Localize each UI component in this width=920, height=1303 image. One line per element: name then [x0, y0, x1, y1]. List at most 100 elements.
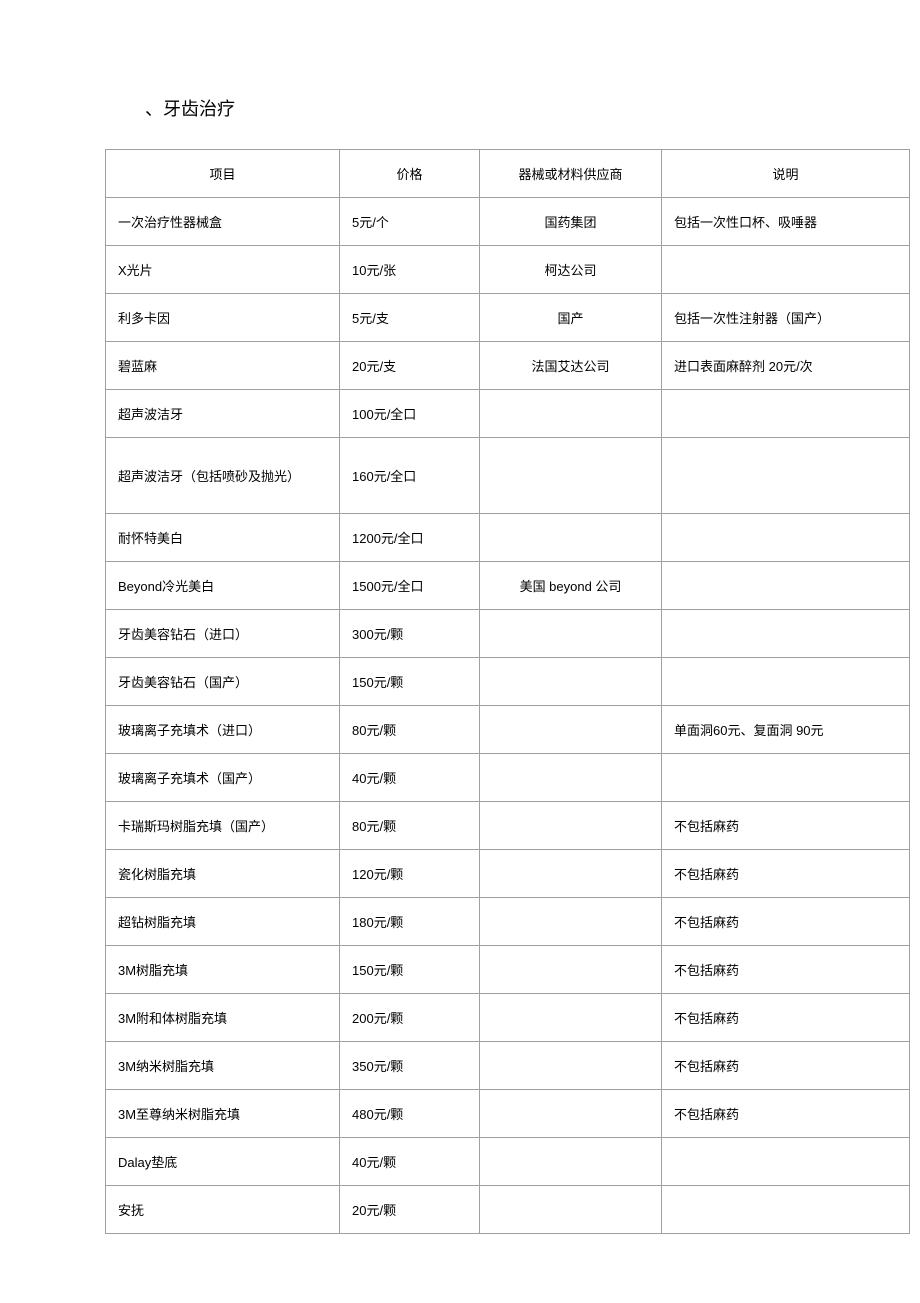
table-row: Dalay垫底40元/颗 — [106, 1138, 910, 1186]
cell-supplier — [480, 1090, 662, 1138]
cell-note: 包括一次性口杯、吸唾器 — [662, 198, 910, 246]
cell-note: 包括一次性注射器（国产） — [662, 294, 910, 342]
table-row: 超钻树脂充填180元/颗 不包括麻药 — [106, 898, 910, 946]
cell-price: 5元/支 — [340, 294, 480, 342]
cell-item: 瓷化树脂充填 — [106, 850, 340, 898]
cell-item: 一次治疗性器械盒 — [106, 198, 340, 246]
table-row: 牙齿美容钻石（进口）300元/颗 — [106, 610, 910, 658]
cell-price: 300元/颗 — [340, 610, 480, 658]
cell-note: 不包括麻药 — [662, 994, 910, 1042]
cell-item: 耐怀特美白 — [106, 514, 340, 562]
table-row: 超声波洁牙100元/全口 — [106, 390, 910, 438]
cell-note — [662, 390, 910, 438]
cell-price: 40元/颗 — [340, 1138, 480, 1186]
cell-supplier — [480, 514, 662, 562]
cell-item: 3M树脂充填 — [106, 946, 340, 994]
cell-price: 80元/颗 — [340, 706, 480, 754]
table-row: 超声波洁牙（包括喷砂及抛光）160元/全口 — [106, 438, 910, 514]
cell-supplier — [480, 658, 662, 706]
cell-supplier: 国药集团 — [480, 198, 662, 246]
cell-item: 牙齿美容钻石（国产） — [106, 658, 340, 706]
table-row: 利多卡因5元/支国产包括一次性注射器（国产） — [106, 294, 910, 342]
table-row: 碧蓝麻20元/支法国艾达公司进口表面麻醉剂 20元/次 — [106, 342, 910, 390]
cell-supplier — [480, 610, 662, 658]
cell-item: 玻璃离子充填术（进口） — [106, 706, 340, 754]
cell-note — [662, 1138, 910, 1186]
cell-item: 牙齿美容钻石（进口） — [106, 610, 340, 658]
cell-supplier: 柯达公司 — [480, 246, 662, 294]
table-row: 一次治疗性器械盒5元/个国药集团包括一次性口杯、吸唾器 — [106, 198, 910, 246]
cell-item: 超声波洁牙 — [106, 390, 340, 438]
cell-supplier — [480, 898, 662, 946]
cell-supplier — [480, 706, 662, 754]
cell-supplier — [480, 1186, 662, 1234]
table-row: 3M至尊纳米树脂充填480元/颗 不包括麻药 — [106, 1090, 910, 1138]
cell-price: 480元/颗 — [340, 1090, 480, 1138]
table-row: 瓷化树脂充填120元/颗 不包括麻药 — [106, 850, 910, 898]
cell-price: 150元/颗 — [340, 658, 480, 706]
cell-price: 150元/颗 — [340, 946, 480, 994]
cell-price: 180元/颗 — [340, 898, 480, 946]
cell-price: 100元/全口 — [340, 390, 480, 438]
header-note: 说明 — [662, 150, 910, 198]
table-row: 玻璃离子充填术（国产）40元/颗 — [106, 754, 910, 802]
cell-note: 进口表面麻醉剂 20元/次 — [662, 342, 910, 390]
cell-price: 20元/颗 — [340, 1186, 480, 1234]
cell-note — [662, 562, 910, 610]
table-row: 安抚20元/颗 — [106, 1186, 910, 1234]
cell-item: 卡瑞斯玛树脂充填（国产） — [106, 802, 340, 850]
header-item: 项目 — [106, 150, 340, 198]
cell-note — [662, 610, 910, 658]
cell-item: 超声波洁牙（包括喷砂及抛光） — [106, 438, 340, 514]
cell-note — [662, 1186, 910, 1234]
cell-supplier — [480, 1042, 662, 1090]
cell-item: Beyond冷光美白 — [106, 562, 340, 610]
cell-item: 碧蓝麻 — [106, 342, 340, 390]
cell-item: 3M纳米树脂充填 — [106, 1042, 340, 1090]
table-row: 玻璃离子充填术（进口）80元/颗单面洞60元、复面洞 90元 — [106, 706, 910, 754]
cell-supplier: 美国 beyond 公司 — [480, 562, 662, 610]
cell-item: 超钻树脂充填 — [106, 898, 340, 946]
table-row: 3M树脂充填150元/颗 不包括麻药 — [106, 946, 910, 994]
cell-price: 1500元/全口 — [340, 562, 480, 610]
header-supplier: 器械或材料供应商 — [480, 150, 662, 198]
cell-price: 40元/颗 — [340, 754, 480, 802]
cell-note — [662, 754, 910, 802]
cell-price: 1200元/全口 — [340, 514, 480, 562]
cell-item: 利多卡因 — [106, 294, 340, 342]
cell-price: 120元/颗 — [340, 850, 480, 898]
cell-item: 安抚 — [106, 1186, 340, 1234]
cell-note — [662, 246, 910, 294]
cell-note: 不包括麻药 — [662, 1090, 910, 1138]
table-header-row: 项目 价格 器械或材料供应商 说明 — [106, 150, 910, 198]
cell-price: 5元/个 — [340, 198, 480, 246]
cell-item: Dalay垫底 — [106, 1138, 340, 1186]
table-row: 卡瑞斯玛树脂充填（国产）80元/颗不包括麻药 — [106, 802, 910, 850]
cell-supplier: 法国艾达公司 — [480, 342, 662, 390]
cell-note — [662, 514, 910, 562]
cell-price: 20元/支 — [340, 342, 480, 390]
cell-supplier — [480, 754, 662, 802]
cell-supplier — [480, 850, 662, 898]
table-row: X光片10元/张柯达公司 — [106, 246, 910, 294]
cell-supplier — [480, 946, 662, 994]
cell-item: 3M至尊纳米树脂充填 — [106, 1090, 340, 1138]
cell-supplier: 国产 — [480, 294, 662, 342]
cell-note — [662, 658, 910, 706]
pricing-table: 项目 价格 器械或材料供应商 说明 一次治疗性器械盒5元/个国药集团包括一次性口… — [105, 149, 910, 1234]
cell-supplier — [480, 1138, 662, 1186]
cell-note: 不包括麻药 — [662, 850, 910, 898]
cell-supplier — [480, 994, 662, 1042]
cell-note: 不包括麻药 — [662, 946, 910, 994]
cell-item: 玻璃离子充填术（国产） — [106, 754, 340, 802]
cell-price: 200元/颗 — [340, 994, 480, 1042]
cell-supplier — [480, 438, 662, 514]
cell-supplier — [480, 390, 662, 438]
table-row: 牙齿美容钻石（国产）150元/颗 — [106, 658, 910, 706]
cell-price: 350元/颗 — [340, 1042, 480, 1090]
table-row: Beyond冷光美白1500元/全口美国 beyond 公司 — [106, 562, 910, 610]
cell-price: 10元/张 — [340, 246, 480, 294]
cell-price: 80元/颗 — [340, 802, 480, 850]
cell-note: 不包括麻药 — [662, 898, 910, 946]
cell-item: X光片 — [106, 246, 340, 294]
